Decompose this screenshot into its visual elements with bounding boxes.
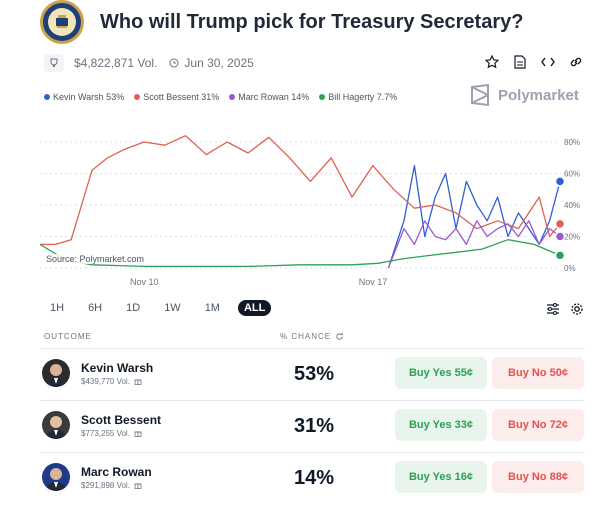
polymarket-brand: Polymarket bbox=[470, 84, 579, 106]
end-date-text: Jun 30, 2025 bbox=[184, 56, 254, 70]
x-tick-label: Nov 10 bbox=[130, 277, 159, 287]
series-line-scott-bessent bbox=[40, 135, 561, 246]
legend-item: Bill Hagerty 7.7% bbox=[319, 92, 397, 102]
outcome-row[interactable]: Marc Rowan $291,898 Vol. 14% Buy Yes 16¢… bbox=[40, 452, 585, 504]
market-title: Who will Trump pick for Treasury Secreta… bbox=[100, 10, 524, 33]
gift-icon[interactable] bbox=[134, 429, 142, 437]
clock-icon bbox=[169, 58, 179, 68]
document-icon[interactable] bbox=[512, 54, 528, 70]
chance-value: 53% bbox=[294, 363, 335, 385]
market-actions bbox=[484, 54, 584, 70]
link-icon[interactable] bbox=[568, 54, 584, 70]
gift-icon[interactable] bbox=[134, 377, 142, 385]
candidate-name[interactable]: Marc Rowan bbox=[81, 465, 152, 479]
series-endpoint-bill-hagerty bbox=[554, 250, 566, 261]
legend-item: Scott Bessent 31% bbox=[134, 92, 219, 102]
chart-legend: Kevin Warsh 53% Scott Bessent 31% Marc R… bbox=[44, 92, 397, 102]
gear-icon[interactable] bbox=[570, 302, 584, 321]
code-embed-icon[interactable] bbox=[540, 54, 556, 70]
y-tick-label: 40% bbox=[564, 201, 580, 210]
candidate-avatar bbox=[42, 463, 70, 491]
series-endpoint-marc-rowan bbox=[554, 231, 566, 242]
chance-value: 31% bbox=[294, 415, 335, 437]
timeframe-1m[interactable]: 1M bbox=[204, 302, 220, 314]
gift-icon[interactable] bbox=[134, 481, 142, 489]
star-icon[interactable] bbox=[484, 54, 500, 70]
price-chart[interactable]: 80% 60% 40% 20% 0% Nov 10 Nov 17 bbox=[40, 128, 600, 292]
y-tick-label: 20% bbox=[564, 233, 580, 242]
y-tick-label: 60% bbox=[564, 170, 580, 179]
candidate-volume: $291,898 Vol. bbox=[81, 481, 142, 490]
candidate-volume: $439,770 Vol. bbox=[81, 377, 142, 386]
chart-tools bbox=[546, 302, 584, 321]
timeframe-1w[interactable]: 1W bbox=[164, 302, 181, 314]
market-meta: $4,822,871 Vol. Jun 30, 2025 bbox=[44, 54, 584, 72]
buy-no-button[interactable]: Buy No 72¢ bbox=[492, 409, 584, 441]
outcome-column-header: OUTCOME bbox=[44, 332, 92, 341]
buy-yes-button[interactable]: Buy Yes 55¢ bbox=[395, 357, 487, 389]
source-label: Source: Polymarket.com bbox=[46, 254, 145, 264]
series-line-marc-rowan bbox=[387, 220, 561, 269]
treasury-seal-logo bbox=[40, 0, 84, 44]
series-line-bill-hagerty bbox=[40, 239, 561, 268]
series-line-kevin-warsh bbox=[387, 164, 561, 269]
refresh-icon[interactable] bbox=[335, 332, 344, 341]
series-endpoint-kevin-warsh bbox=[554, 176, 566, 187]
outcome-row[interactable]: Kevin Warsh $439,770 Vol. 53% Buy Yes 55… bbox=[40, 348, 585, 400]
market-header: Who will Trump pick for Treasury Secreta… bbox=[40, 0, 580, 44]
buy-no-button[interactable]: Buy No 88¢ bbox=[492, 461, 584, 493]
candidate-volume: $773,255 Vol. bbox=[81, 429, 142, 438]
outcome-row[interactable]: Scott Bessent $773,255 Vol. 31% Buy Yes … bbox=[40, 400, 585, 452]
buy-yes-button[interactable]: Buy Yes 33¢ bbox=[395, 409, 487, 441]
timeframe-selector: 1H 6H 1D 1W 1M ALL bbox=[44, 300, 272, 316]
polymarket-logo-icon bbox=[471, 84, 489, 106]
legend-item: Marc Rowan 14% bbox=[229, 92, 309, 102]
buy-no-button[interactable]: Buy No 50¢ bbox=[492, 357, 584, 389]
candidate-avatar bbox=[42, 359, 70, 387]
y-tick-label: 80% bbox=[564, 138, 580, 147]
chance-value: 14% bbox=[294, 467, 335, 489]
candidate-name[interactable]: Scott Bessent bbox=[81, 413, 162, 427]
timeframe-6h[interactable]: 6H bbox=[88, 302, 103, 314]
chance-column-header: % CHANCE bbox=[280, 332, 332, 341]
volume-text: $4,822,871 Vol. bbox=[74, 56, 158, 70]
legend-item: Kevin Warsh 53% bbox=[44, 92, 124, 102]
series-endpoint-scott-bessent bbox=[554, 218, 566, 230]
buy-yes-button[interactable]: Buy Yes 16¢ bbox=[395, 461, 487, 493]
candidate-name[interactable]: Kevin Warsh bbox=[81, 361, 154, 375]
table-header: OUTCOME % CHANCE bbox=[44, 332, 584, 341]
candidate-avatar bbox=[42, 411, 70, 439]
timeframe-1h[interactable]: 1H bbox=[50, 302, 65, 314]
x-tick-label: Nov 17 bbox=[359, 277, 388, 287]
trophy-icon bbox=[44, 54, 64, 72]
y-tick-label: 0% bbox=[564, 264, 576, 273]
timeframe-all[interactable]: ALL bbox=[237, 300, 272, 316]
sliders-icon[interactable] bbox=[546, 302, 560, 321]
timeframe-1d[interactable]: 1D bbox=[126, 302, 141, 314]
